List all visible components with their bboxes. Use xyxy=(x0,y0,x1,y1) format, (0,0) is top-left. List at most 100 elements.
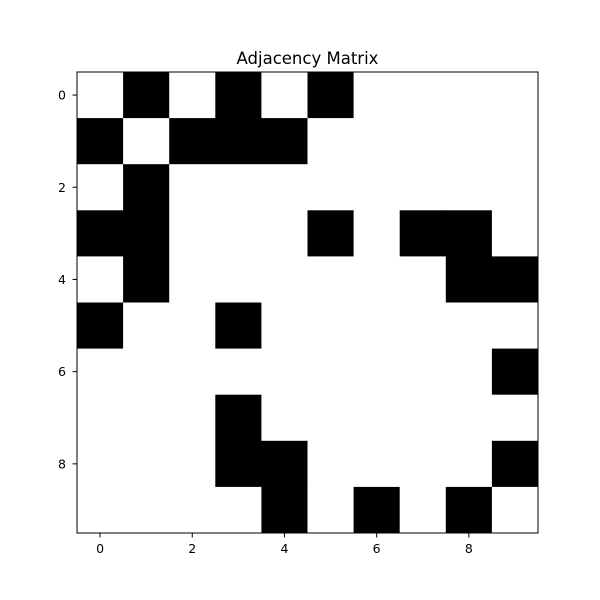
matrix-cell xyxy=(123,210,170,257)
matrix-cell xyxy=(445,348,493,396)
y-tick-label: 6 xyxy=(58,364,66,379)
matrix-cell xyxy=(215,256,262,303)
matrix-cell xyxy=(399,394,447,442)
matrix-cell xyxy=(77,72,124,119)
matrix-cell xyxy=(77,118,124,165)
matrix-cell xyxy=(399,302,447,349)
matrix-cell xyxy=(353,210,401,257)
matrix-cell xyxy=(261,302,308,349)
matrix-cell xyxy=(77,210,124,257)
x-axis: 0 2 4 6 8 xyxy=(96,533,473,556)
matrix-cell xyxy=(169,72,216,119)
y-axis: 0 2 4 6 8 xyxy=(58,88,77,471)
matrix-cell xyxy=(169,256,216,303)
matrix-cell xyxy=(77,164,124,211)
matrix-cell xyxy=(261,118,308,165)
matrix-cell xyxy=(491,348,539,396)
x-tick-label: 2 xyxy=(188,541,196,556)
matrix-cell xyxy=(353,118,401,165)
matrix-cell xyxy=(491,210,539,257)
matrix-cell xyxy=(307,486,354,534)
matrix-cell xyxy=(215,164,262,211)
matrix-cell xyxy=(123,118,170,165)
matrix-cell xyxy=(399,348,447,396)
matrix-cell xyxy=(261,256,308,303)
matrix-cell xyxy=(123,302,170,349)
matrix-cell xyxy=(353,394,401,442)
matrix-cell xyxy=(353,302,401,349)
matrix-cell xyxy=(215,302,262,349)
x-tick-label: 4 xyxy=(280,541,288,556)
matrix-cell xyxy=(353,164,401,211)
matrix-cell xyxy=(491,118,539,165)
matrix-cell xyxy=(445,394,493,442)
x-tick-label: 0 xyxy=(96,541,104,556)
matrix-cell xyxy=(399,164,447,211)
matrix-cell xyxy=(445,486,493,534)
matrix-cell xyxy=(399,256,447,303)
matrix-cell xyxy=(491,256,539,303)
matrix-cell xyxy=(215,394,262,442)
matrix-cell xyxy=(399,486,447,534)
matrix-cell xyxy=(169,394,216,442)
plot-frame xyxy=(76,71,539,534)
matrix-cell xyxy=(491,440,539,488)
matrix-cell xyxy=(215,440,262,488)
matrix-cell xyxy=(169,118,216,165)
matrix-cell xyxy=(399,440,447,488)
matrix-cell xyxy=(215,486,262,534)
matrix-cell xyxy=(261,486,308,534)
matrix-cell xyxy=(307,256,354,303)
matrix-cell xyxy=(261,440,308,488)
matrix-cell xyxy=(169,210,216,257)
matrix-cell xyxy=(169,440,216,488)
matrix-cell xyxy=(445,118,493,165)
matrix-cell xyxy=(123,394,170,442)
y-tick-label: 0 xyxy=(58,88,66,103)
matrix-cell xyxy=(123,348,170,396)
matrix-cells xyxy=(77,72,539,534)
matrix-cell xyxy=(261,394,308,442)
matrix-cell xyxy=(123,440,170,488)
x-tick-label: 8 xyxy=(465,541,473,556)
matrix-cell xyxy=(445,164,493,211)
matrix-cell xyxy=(307,440,354,488)
matrix-cell xyxy=(215,72,262,119)
matrix-cell xyxy=(169,348,216,396)
matrix-cell xyxy=(445,256,493,303)
matrix-cell xyxy=(77,348,124,396)
matrix-cell xyxy=(353,440,401,488)
matrix-cell xyxy=(353,486,401,534)
matrix-cell xyxy=(169,164,216,211)
matrix-cell xyxy=(307,118,354,165)
matrix-cell xyxy=(77,256,124,303)
x-tick-label: 6 xyxy=(373,541,381,556)
matrix-cell xyxy=(307,348,354,396)
matrix-cell xyxy=(491,394,539,442)
matrix-cell xyxy=(169,302,216,349)
matrix-cell xyxy=(307,164,354,211)
matrix-cell xyxy=(445,72,493,119)
y-tick-label: 8 xyxy=(58,456,66,471)
matrix-cell xyxy=(77,440,124,488)
chart-title: Adjacency Matrix xyxy=(237,49,379,68)
matrix-cell xyxy=(445,302,493,349)
matrix-cell xyxy=(307,72,354,119)
matrix-cell xyxy=(215,348,262,396)
matrix-cell xyxy=(123,256,170,303)
matrix-cell xyxy=(445,440,493,488)
matrix-cell xyxy=(261,164,308,211)
y-tick-label: 4 xyxy=(58,272,66,287)
matrix-cell xyxy=(307,302,354,349)
matrix-cell xyxy=(77,394,124,442)
matrix-cell xyxy=(123,486,170,534)
matrix-cell xyxy=(261,210,308,257)
matrix-cell xyxy=(215,210,262,257)
matrix-cell xyxy=(399,210,447,257)
matrix-cell xyxy=(399,72,447,119)
matrix-cell xyxy=(353,72,401,119)
matrix-cell xyxy=(491,486,539,534)
matrix-cell xyxy=(261,72,308,119)
matrix-cell xyxy=(491,164,539,211)
